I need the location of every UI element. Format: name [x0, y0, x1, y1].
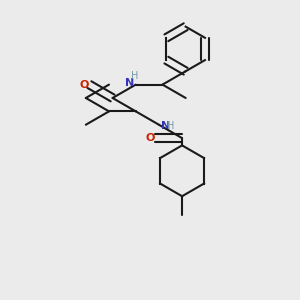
Text: H: H: [130, 71, 138, 81]
Text: O: O: [80, 80, 89, 90]
Text: N: N: [124, 78, 134, 88]
Text: N: N: [161, 121, 170, 131]
Text: H: H: [167, 121, 175, 131]
Text: O: O: [145, 133, 155, 143]
